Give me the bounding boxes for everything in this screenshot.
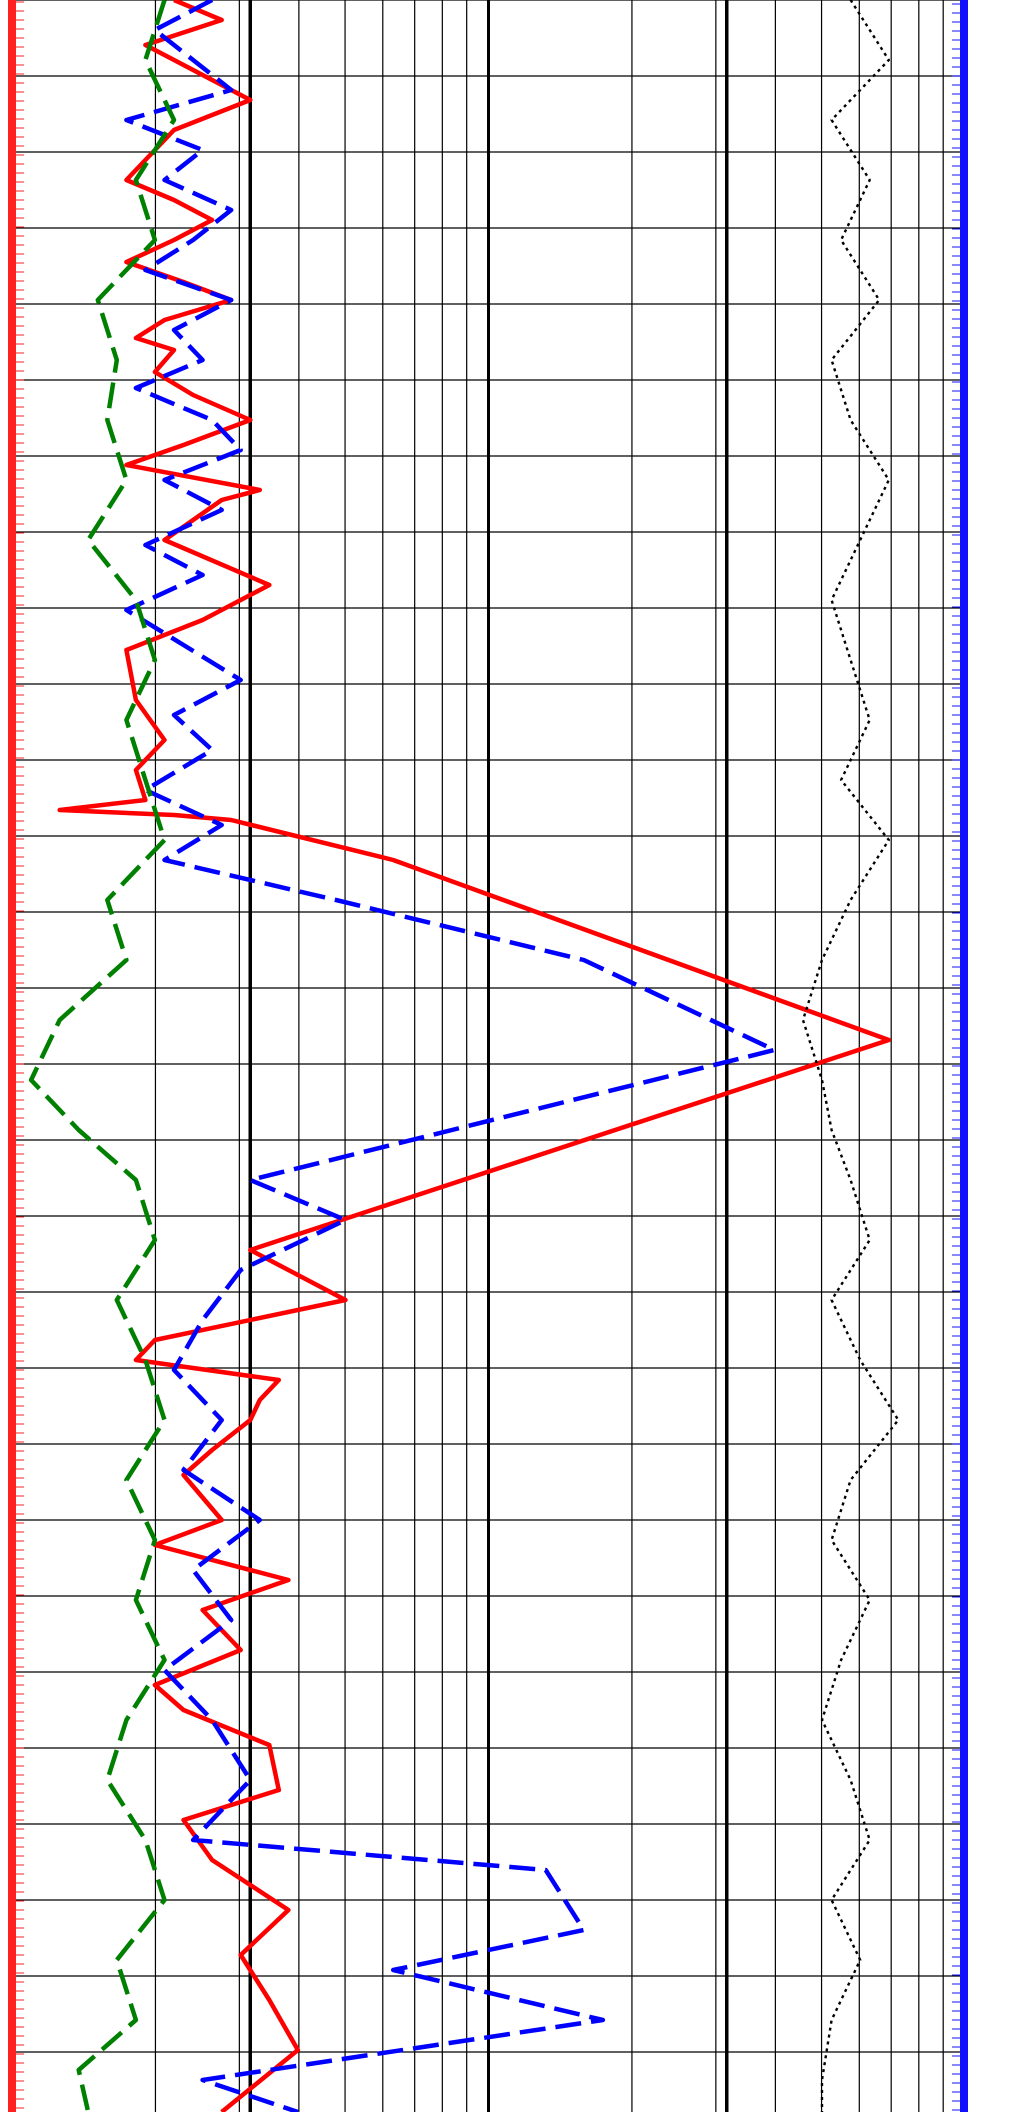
series-line-green-dashed — [28, 0, 177, 2112]
blue-rug-bar — [960, 0, 968, 2112]
right-blue-rug-track — [952, 0, 968, 2112]
series-layer — [28, 0, 900, 2112]
left-red-rug-track — [8, 0, 24, 2112]
series-line-blue-dashed — [124, 0, 777, 2112]
grid — [10, 0, 967, 2112]
series-line-red-solid — [57, 0, 892, 2112]
red-rug-bar — [8, 0, 16, 2112]
